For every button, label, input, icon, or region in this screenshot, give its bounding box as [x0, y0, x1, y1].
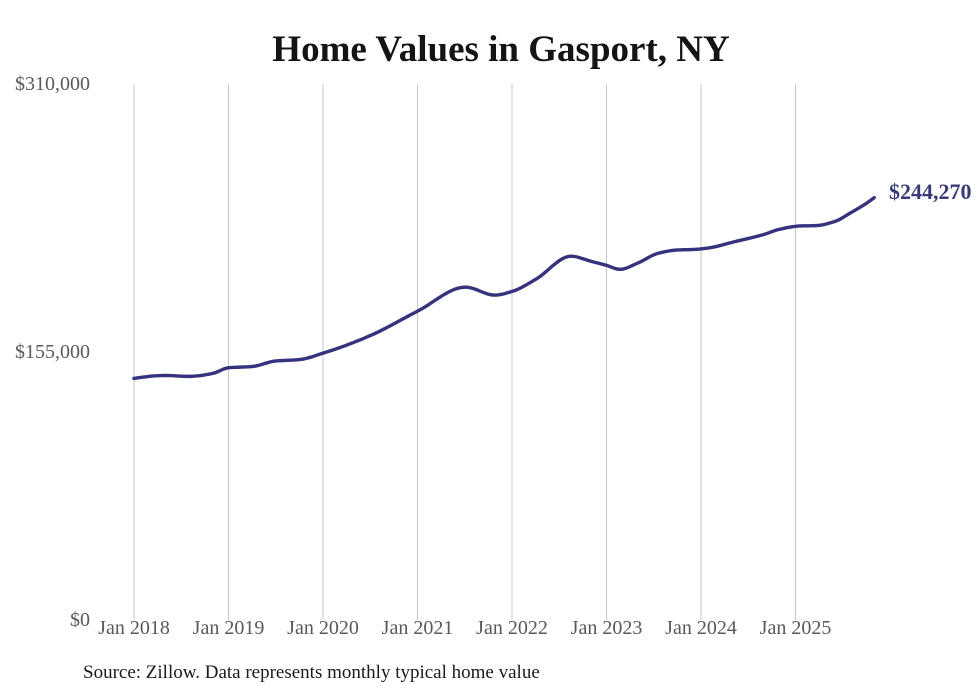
svg-text:Jan 2024: Jan 2024 — [665, 617, 737, 639]
svg-text:Jan 2020: Jan 2020 — [287, 617, 359, 639]
svg-text:$0: $0 — [70, 609, 90, 631]
svg-text:Jan 2018: Jan 2018 — [98, 617, 170, 639]
svg-text:Jan 2021: Jan 2021 — [382, 617, 454, 639]
svg-text:$155,000: $155,000 — [15, 341, 90, 363]
svg-text:$244,270: $244,270 — [889, 179, 972, 204]
svg-text:Jan 2023: Jan 2023 — [571, 617, 643, 639]
svg-text:$310,000: $310,000 — [15, 73, 90, 95]
svg-text:Jan 2022: Jan 2022 — [476, 617, 548, 639]
svg-text:Jan 2019: Jan 2019 — [193, 617, 265, 639]
svg-text:Jan 2025: Jan 2025 — [760, 617, 832, 639]
